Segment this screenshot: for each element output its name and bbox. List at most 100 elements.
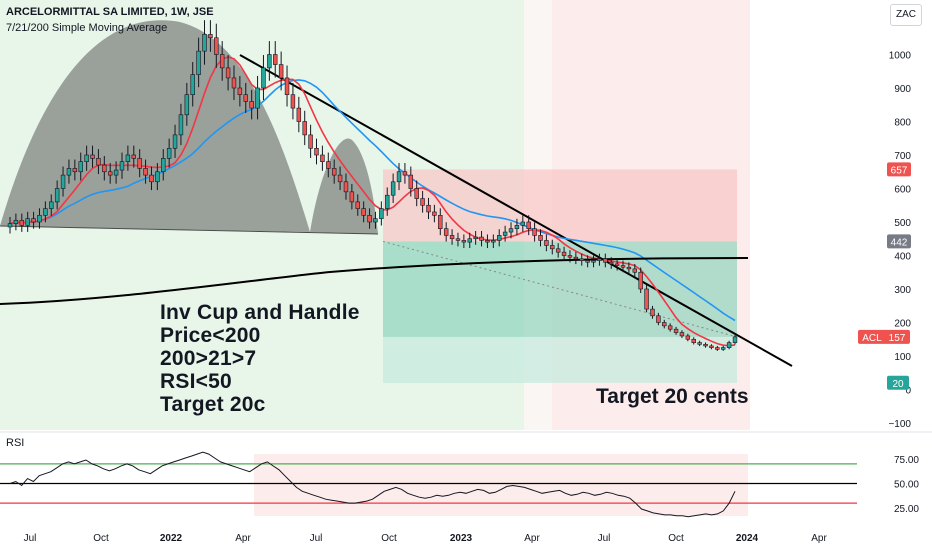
entry-price-tag	[887, 234, 911, 249]
candle-body	[84, 154, 89, 162]
candle-body	[231, 77, 237, 89]
candle-body	[485, 240, 490, 243]
candle-body	[662, 322, 667, 327]
y-tick-label: 700	[894, 151, 911, 162]
candle-body	[7, 223, 13, 228]
y-tick-label: 0	[905, 386, 911, 397]
candle-body	[331, 168, 337, 176]
candle-body	[78, 161, 83, 173]
candle-body	[679, 332, 685, 337]
candle-body	[379, 208, 384, 219]
symbol-title[interactable]: ARCELORMITTAL SA LIMITED, 1W, JSE	[6, 6, 214, 18]
candle-body	[225, 67, 231, 79]
rsi-title[interactable]: RSI	[6, 437, 25, 449]
candle-body	[237, 87, 243, 95]
cup-shape	[0, 20, 310, 232]
x-tick-label: Jul	[24, 533, 37, 544]
candle-body	[343, 181, 349, 193]
candle-body	[125, 154, 131, 162]
candle-body	[414, 188, 419, 199]
rsi-tick-label: 50.00	[894, 480, 919, 491]
candle-body	[620, 265, 626, 268]
candle-body	[361, 208, 366, 216]
candle-body	[408, 174, 414, 189]
candle-body	[685, 335, 691, 340]
candle-body	[461, 240, 467, 243]
candle-body	[355, 201, 360, 209]
candle-body	[579, 258, 584, 261]
stop-box	[383, 169, 737, 242]
candle-body	[508, 228, 514, 233]
candle-body	[296, 107, 302, 122]
candle-body	[614, 263, 620, 266]
candle-body	[650, 308, 655, 317]
annotation-line: 200>21>7	[160, 347, 257, 370]
candle-body	[603, 258, 608, 263]
x-tick-label: Apr	[524, 533, 540, 544]
candle-body	[155, 171, 160, 183]
candle-body	[491, 240, 496, 243]
candle-body	[202, 34, 207, 52]
x-tick-label: Jul	[310, 533, 323, 544]
sma21-line	[9, 79, 736, 322]
candle-body	[72, 168, 78, 173]
last-price-value: 157	[889, 333, 906, 344]
candle-body	[49, 201, 54, 209]
y-tick-label: 200	[894, 319, 911, 330]
last-price-tag	[858, 329, 910, 344]
candle-body	[37, 215, 42, 223]
candle-body	[19, 220, 25, 226]
rsi-panel	[0, 451, 857, 518]
candle-body	[143, 168, 148, 176]
candle-body	[538, 235, 543, 241]
neckline	[0, 225, 379, 235]
candle-body	[703, 343, 708, 347]
candle-body	[320, 154, 325, 162]
candle-body	[597, 258, 602, 261]
candle-body	[691, 338, 696, 343]
moving-averages	[0, 56, 749, 347]
candle-body	[720, 347, 726, 350]
candle-body	[561, 251, 567, 256]
x-tick-label: Oct	[381, 533, 397, 544]
candle-body	[60, 174, 66, 189]
candle-body	[626, 266, 632, 270]
candle-body	[90, 154, 95, 159]
candle-body	[438, 215, 443, 230]
candle-body	[656, 315, 661, 323]
x-tick-label: Apr	[235, 533, 251, 544]
candle-body	[473, 236, 478, 240]
candle-body	[66, 168, 72, 176]
target-box-lower	[383, 336, 737, 383]
candle-body	[243, 94, 248, 102]
sma200-line	[0, 257, 749, 305]
candle-body	[526, 221, 531, 229]
candle-body	[426, 204, 431, 213]
last-price-symbol: ACL	[862, 333, 882, 344]
candle-body	[390, 181, 396, 196]
y-tick-label: 500	[894, 218, 911, 229]
stop-price-tag-text: 657	[891, 165, 908, 176]
candle-body	[178, 114, 184, 136]
candle-body	[555, 248, 561, 253]
candle-body	[520, 221, 526, 226]
candle-body	[308, 134, 313, 149]
candle-body	[119, 161, 125, 171]
candle-body	[550, 245, 555, 250]
candle-body	[443, 228, 449, 236]
candle-body	[273, 54, 278, 65]
candle-body	[190, 74, 195, 95]
currency-button[interactable]: ZAC	[890, 4, 922, 26]
x-tick-label: Oct	[93, 533, 109, 544]
candle-body	[278, 64, 284, 79]
candle-body	[591, 260, 596, 263]
candle-body	[102, 164, 107, 173]
target-price-tag	[887, 375, 909, 390]
annotation-line: Inv Cup and Handle	[160, 301, 360, 324]
x-tick-label: Oct	[668, 533, 684, 544]
candle-body	[25, 218, 30, 226]
candle-body	[385, 194, 390, 209]
candle-body	[502, 231, 508, 236]
indicator-title[interactable]: 7/21/200 Simple Moving Average	[6, 22, 168, 34]
